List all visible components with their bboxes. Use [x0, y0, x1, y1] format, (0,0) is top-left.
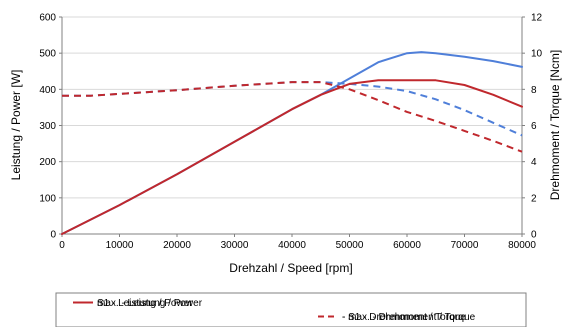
series-line-1: [62, 81, 523, 137]
x-tick-label: 20000: [163, 240, 191, 251]
series-line-0: [61, 51, 523, 235]
y-right-tick-label: 2: [531, 193, 537, 204]
y-right-tick-label: 4: [531, 157, 537, 168]
legend-frame: [55, 292, 527, 327]
series-line-3: [62, 81, 523, 153]
x-tick-label: 60000: [393, 240, 421, 251]
x-tick-label: 0: [59, 240, 65, 251]
y-axis-right-title: Drehmoment / Torque [Ncm]: [548, 50, 562, 201]
y-right-tick-label: 6: [531, 121, 537, 132]
x-tick-label: 80000: [508, 240, 536, 251]
x-tick-label: 30000: [221, 240, 249, 251]
x-tick-label: 70000: [451, 240, 479, 251]
y-left-tick-label: 400: [39, 85, 56, 96]
y-left-tick-label: 500: [39, 49, 56, 60]
legend-label-0: max. - Leistung / Power: [97, 298, 203, 309]
y-left-tick-label: 100: [39, 193, 56, 204]
x-tick-label: 10000: [106, 240, 134, 251]
legend-label-3: - S1 - Drehmoment / Torque: [342, 312, 466, 323]
series-group: [61, 51, 523, 235]
y-left-tick-label: 300: [39, 121, 56, 132]
y-axis-left-title: Leistung / Power [W]: [9, 70, 23, 181]
y-right-tick-label: 12: [531, 13, 543, 24]
y-left-tick-label: 0: [50, 230, 56, 241]
y-right-tick-label: 8: [531, 85, 537, 96]
grid-group: [62, 16, 522, 235]
axes-group: [59, 16, 525, 237]
legend-label-2: S1 - Leistung / Power: [97, 298, 193, 309]
y-right-tick-label: 0: [531, 230, 537, 241]
series-line-2: [61, 79, 523, 235]
legend-label-1: - max. - Drehmoment / Torque: [342, 312, 476, 323]
x-axis-title: Drehzahl / Speed [rpm]: [229, 261, 352, 275]
x-tick-label: 40000: [278, 240, 306, 251]
x-tick-label: 50000: [336, 240, 364, 251]
y-left-tick-label: 200: [39, 157, 56, 168]
y-left-tick-label: 600: [39, 13, 56, 24]
y-right-tick-label: 10: [531, 49, 543, 60]
legend: max. - Leistung / Power - max. - Drehmome…: [55, 292, 527, 327]
